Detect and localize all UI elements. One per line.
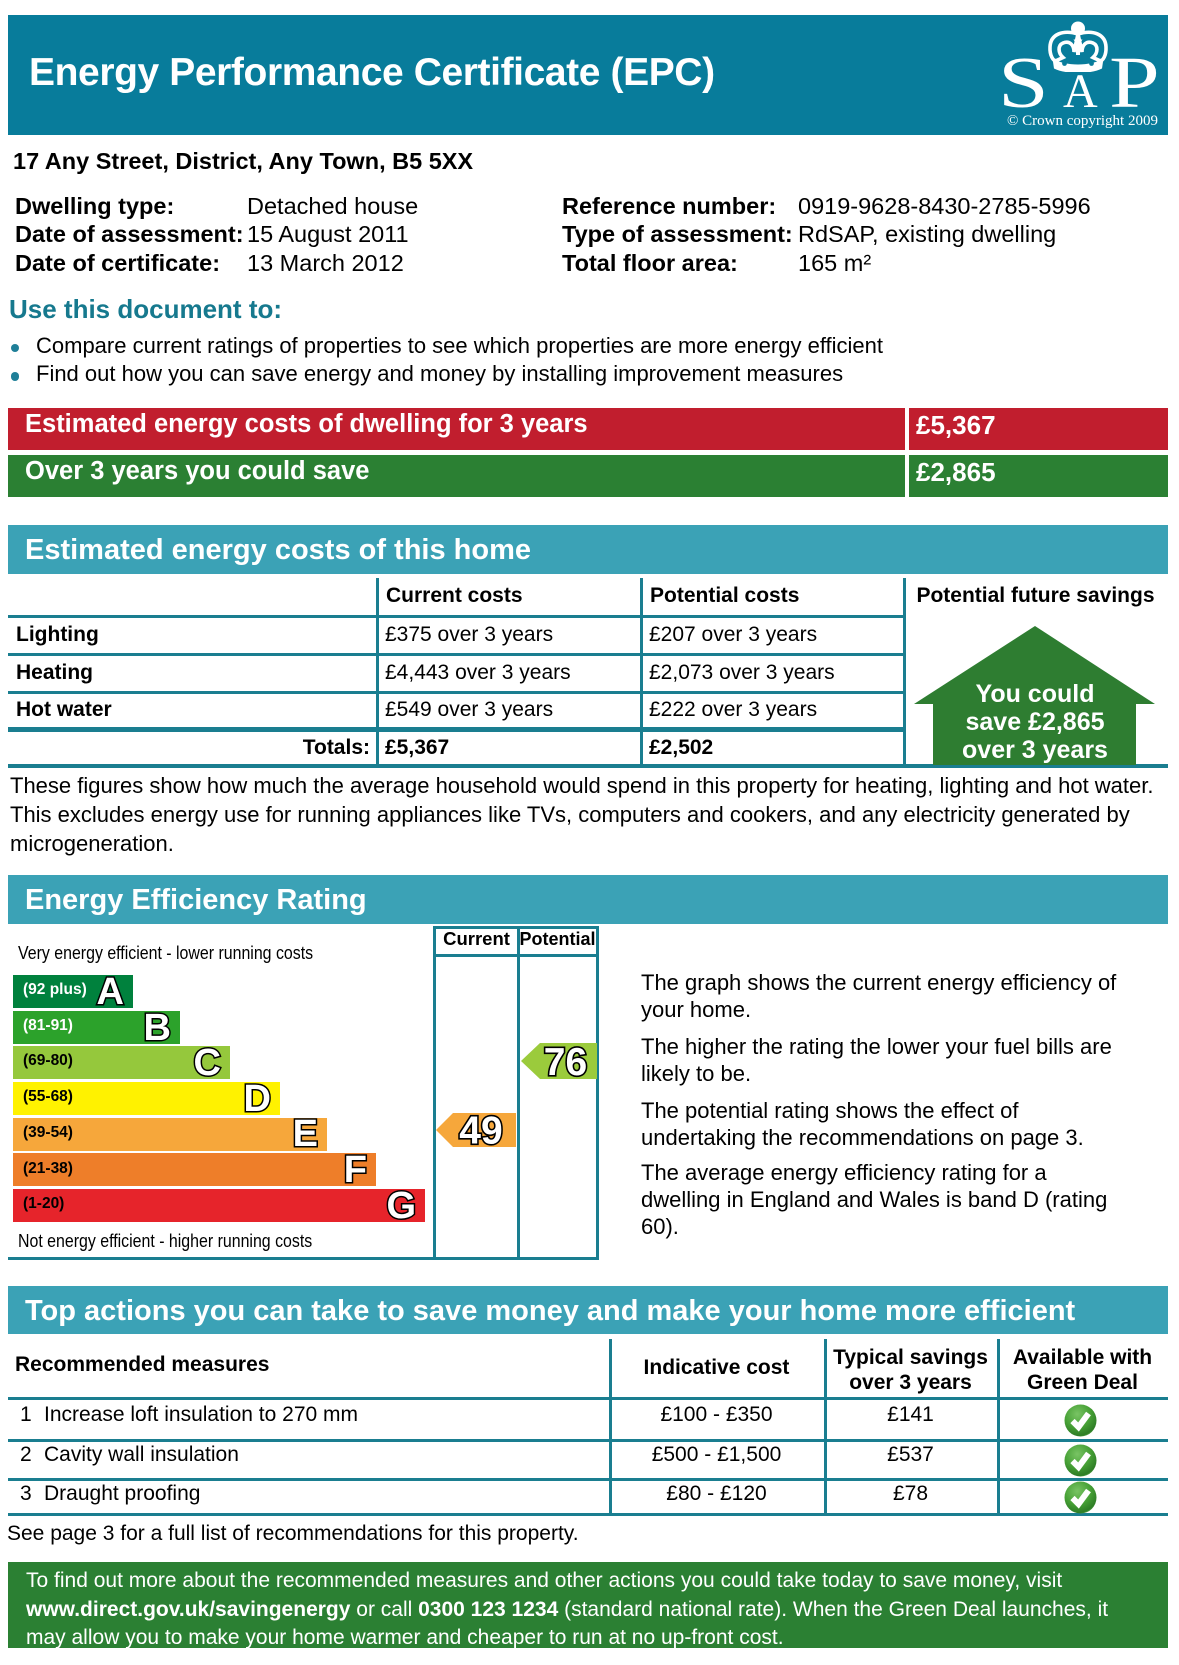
svg-text:49: 49 bbox=[459, 1113, 502, 1147]
svg-text:D: D bbox=[244, 1078, 271, 1120]
svg-text:E: E bbox=[293, 1113, 318, 1155]
svg-text:B: B bbox=[144, 1007, 171, 1049]
svg-text:F: F bbox=[344, 1149, 367, 1191]
svg-text:76: 76 bbox=[544, 1043, 587, 1079]
svg-text:A: A bbox=[97, 971, 124, 1013]
svg-text:G: G bbox=[386, 1185, 416, 1227]
svg-text:C: C bbox=[194, 1042, 221, 1084]
